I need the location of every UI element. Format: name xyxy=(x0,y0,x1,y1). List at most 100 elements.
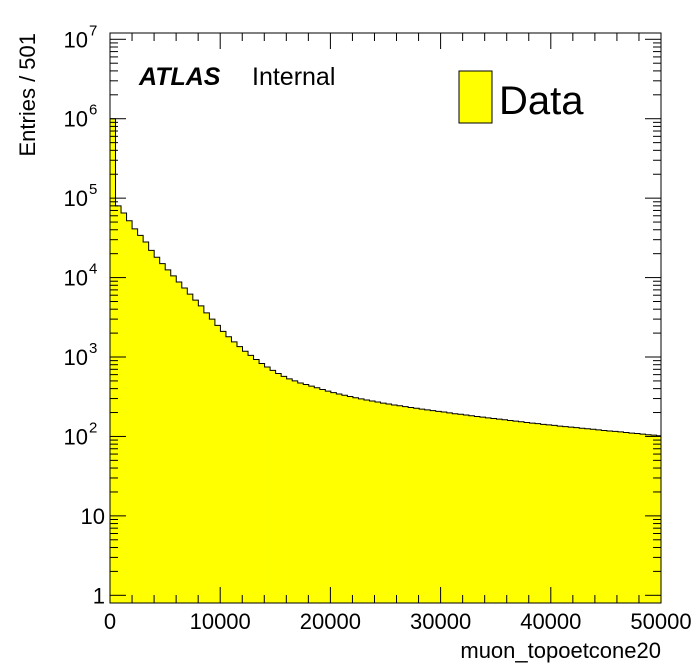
y-tick-label: 10 xyxy=(81,504,105,529)
histogram-bin xyxy=(126,220,133,603)
x-tick-label: 50000 xyxy=(630,609,691,634)
histogram-bin xyxy=(408,407,414,603)
histogram-bin xyxy=(601,430,608,603)
y-tick-exponent: 6 xyxy=(89,102,97,119)
histogram-bin xyxy=(375,402,381,603)
histogram-bin xyxy=(115,205,122,603)
x-axis-ticks: 0 10000 20000 30000 40000 50000 xyxy=(104,33,692,634)
atlas-label-internal: Internal xyxy=(252,63,335,91)
x-tick-label: 40000 xyxy=(520,609,581,634)
x-tick-label: 10000 xyxy=(190,609,251,634)
y-tick-exponent: 3 xyxy=(89,340,97,357)
x-tick-label: 20000 xyxy=(300,609,361,634)
histogram-bin xyxy=(507,420,514,603)
histogram-bin xyxy=(281,376,287,603)
histogram-bin xyxy=(424,409,431,603)
histogram-bin xyxy=(573,427,580,603)
histogram-bin xyxy=(463,415,470,603)
y-tick-label: 10 xyxy=(64,186,88,211)
histogram-bin xyxy=(137,235,144,603)
histogram-bin xyxy=(369,401,376,603)
histogram-bin xyxy=(457,414,464,603)
histogram-bin xyxy=(485,417,492,603)
histogram-bin xyxy=(452,413,459,603)
histogram-bin xyxy=(446,412,453,603)
histogram-bin xyxy=(490,418,497,603)
histogram-bin xyxy=(623,432,630,603)
histogram-bin xyxy=(319,389,326,603)
histogram-bin xyxy=(275,373,282,603)
plot-frame xyxy=(109,32,662,604)
histogram-bin xyxy=(165,269,172,603)
x-tick-label: 30000 xyxy=(410,609,471,634)
histogram-bin xyxy=(192,300,199,603)
histogram-bin xyxy=(391,404,398,603)
histogram-bars xyxy=(110,118,662,603)
histogram-bin xyxy=(413,408,420,603)
atlas-label: ATLAS Internal xyxy=(138,63,335,91)
histogram-bin xyxy=(209,319,216,603)
y-tick-exponent: 2 xyxy=(89,419,97,436)
histogram-bin xyxy=(170,275,177,603)
histogram-bin xyxy=(231,341,238,603)
y-tick-label: 10 xyxy=(64,266,88,291)
y-tick-label: 10 xyxy=(64,345,88,370)
legend: Data xyxy=(458,70,584,124)
y-tick-exponent: 5 xyxy=(89,181,97,198)
y-tick-exponent: 4 xyxy=(89,261,97,278)
histogram-bin xyxy=(214,325,221,603)
histogram-bin xyxy=(479,417,486,603)
histogram-bin xyxy=(540,424,547,603)
histogram-bin xyxy=(220,331,227,603)
legend-label: Data xyxy=(499,79,584,123)
histogram-bin xyxy=(584,428,591,603)
histogram-bin xyxy=(352,397,359,603)
histogram-bin xyxy=(363,399,370,603)
histogram-bin xyxy=(579,428,586,603)
histogram-bin xyxy=(645,434,652,603)
histogram-bin xyxy=(286,378,293,603)
histogram-bin xyxy=(518,421,525,603)
y-tick-label: 10 xyxy=(64,107,88,132)
histogram-bin xyxy=(143,242,149,603)
histogram-bin xyxy=(606,431,613,603)
histogram-bin xyxy=(557,426,564,603)
histogram-bin xyxy=(513,421,519,603)
histogram-bin xyxy=(496,419,503,603)
histogram-bin xyxy=(634,433,641,603)
histogram-bin xyxy=(121,213,127,603)
histogram-bin xyxy=(430,410,437,603)
histogram-bin xyxy=(524,422,530,603)
histogram-bin xyxy=(187,294,194,603)
histogram-bin xyxy=(435,411,442,603)
histogram-bin xyxy=(397,405,403,603)
histogram-bin xyxy=(203,312,210,603)
histogram-bin xyxy=(154,257,160,603)
y-tick-exponent: 7 xyxy=(89,22,97,39)
histogram-bin xyxy=(562,426,569,603)
atlas-label-bold: ATLAS xyxy=(138,63,221,91)
histogram-bin xyxy=(297,383,304,603)
histogram-bin xyxy=(380,403,387,603)
histogram-bin xyxy=(176,281,183,603)
histogram-outline xyxy=(109,118,662,603)
histogram-bin xyxy=(132,228,138,603)
histogram-bin xyxy=(314,387,321,603)
histogram-bin xyxy=(303,384,310,603)
histogram-bin xyxy=(441,412,448,603)
histogram-bin xyxy=(236,346,243,603)
histogram-bin xyxy=(270,370,276,603)
histogram-bin xyxy=(325,391,332,603)
histogram-bin xyxy=(628,433,635,603)
histogram-bin xyxy=(259,363,265,603)
y-tick-label: 1 xyxy=(93,583,105,608)
y-axis-label: Entries / 501 xyxy=(15,33,40,157)
histogram-bin xyxy=(159,263,166,603)
histogram-bin xyxy=(474,416,481,603)
histogram-bin xyxy=(501,419,508,603)
histogram-bin xyxy=(341,395,348,603)
histogram-bin xyxy=(292,380,299,603)
histogram-bin xyxy=(336,394,343,603)
histogram-bin xyxy=(468,415,475,603)
